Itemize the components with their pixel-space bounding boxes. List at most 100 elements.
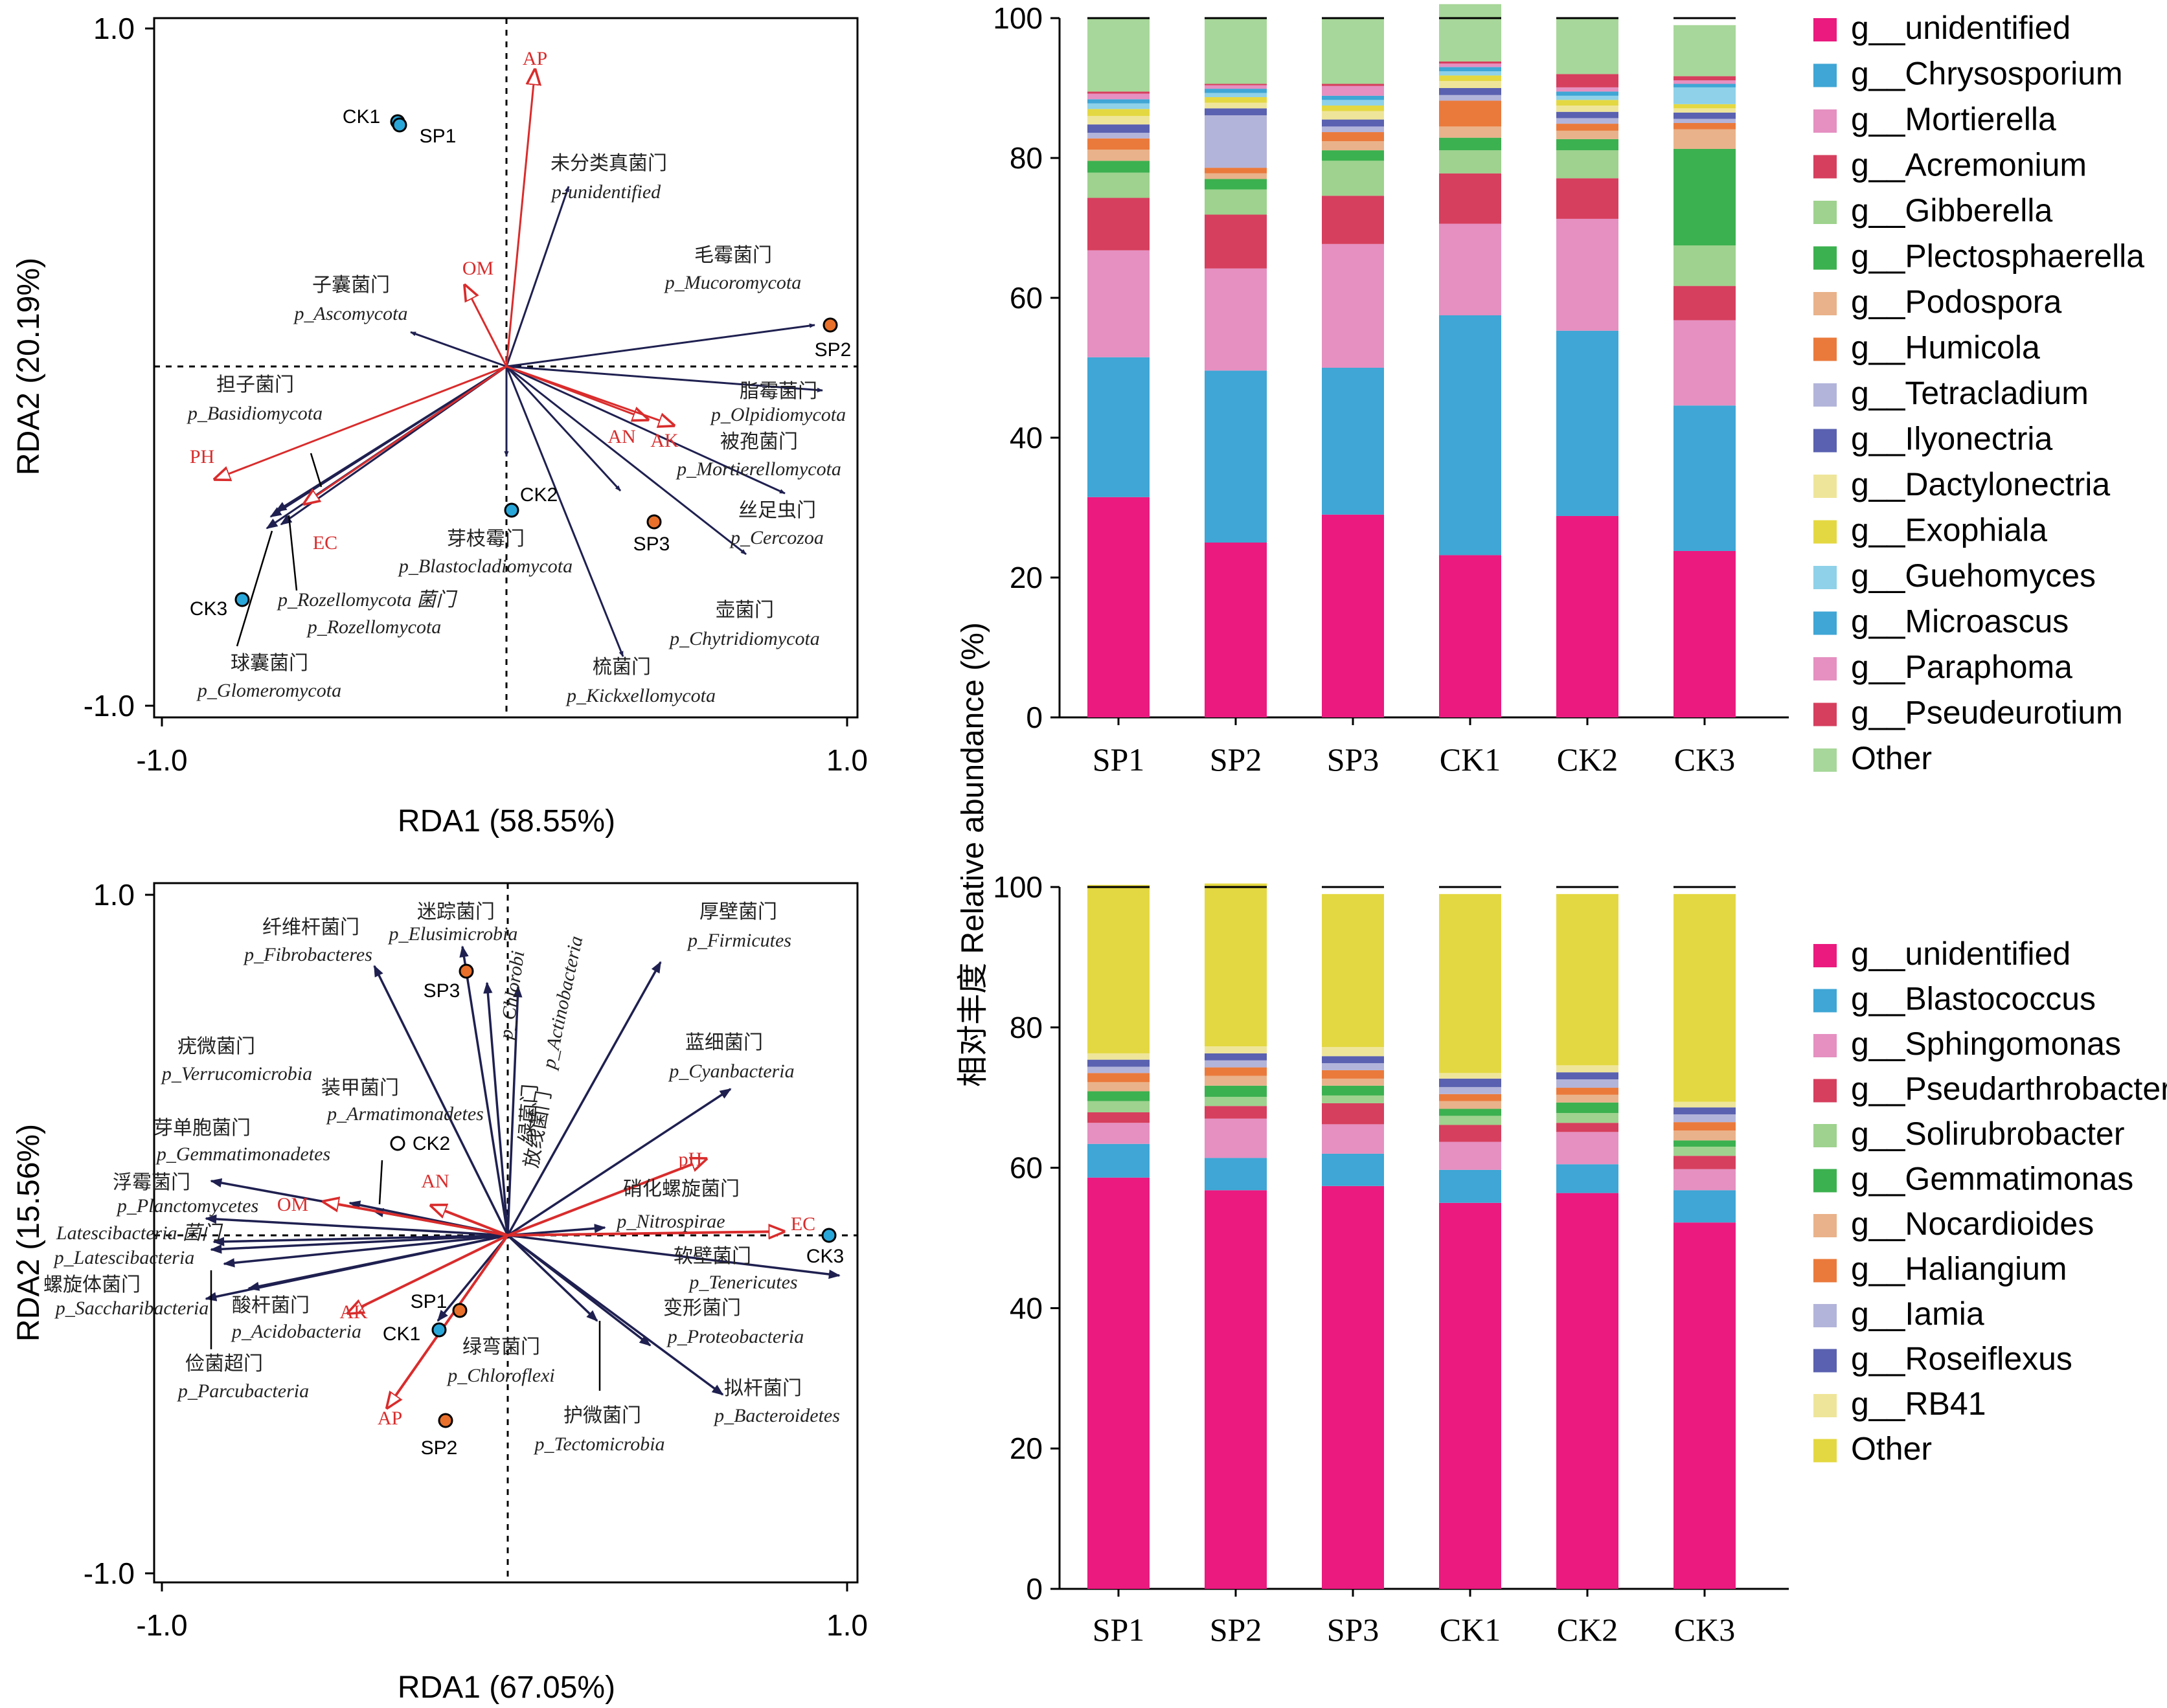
bacteria-bar-SP3-seg-1 bbox=[1322, 1153, 1384, 1186]
fungi-legend-swatch bbox=[1813, 292, 1837, 315]
rda-bacteria-label-cn-planctomycetes: 浮霉菌门 bbox=[113, 1171, 190, 1194]
bacteria-bar-SP2-seg-3 bbox=[1205, 1106, 1267, 1119]
bacteria-bar-SP3-seg-11 bbox=[1322, 893, 1384, 1048]
rda-fungi-xlabel: RDA1 (58.55%) bbox=[398, 804, 615, 838]
fungi-bar-CK1-seg-7 bbox=[1439, 100, 1501, 127]
rda-fungi-label-lat-basidiomycota: p_Basidiomycota bbox=[187, 403, 323, 424]
fungi-legend-swatch bbox=[1813, 702, 1837, 726]
fungi-bar-CK3-seg-10 bbox=[1673, 108, 1736, 113]
bacteria-xtick-label-SP3: SP3 bbox=[1327, 1612, 1379, 1648]
rda-bacteria-xtick-left: -1.0 bbox=[136, 1608, 187, 1642]
rda-fungi-arrow-ascomycota bbox=[410, 331, 507, 368]
fungi-legend-label: g__Ilyonectria bbox=[1851, 421, 2052, 457]
rda-fungi-env-AK bbox=[506, 365, 674, 425]
fungi-bar-SP3-seg-3 bbox=[1322, 196, 1384, 244]
fungi-legend-label: g__Chrysosporium bbox=[1851, 56, 2123, 92]
rda-bacteria-env-label-OM: OM bbox=[277, 1194, 308, 1215]
rda-fungi-xtick-left: -1.0 bbox=[136, 743, 187, 777]
rda-fungi-site-SP2 bbox=[823, 317, 838, 333]
rda-bacteria-label-lat-chlorobi: p_Chlorobi bbox=[495, 949, 528, 1041]
bacteria-legend-swatch bbox=[1813, 1169, 1837, 1193]
fungi-bar-CK2-seg-14 bbox=[1556, 87, 1618, 92]
bacteria-bar-SP2-seg-6 bbox=[1205, 1075, 1267, 1086]
bacteria-bar-CK1-seg-10 bbox=[1439, 1073, 1501, 1079]
rda-bacteria-label-cn-firmicutes: 厚壁菌门 bbox=[699, 901, 777, 923]
fungi-bar-SP3-seg-4 bbox=[1322, 161, 1384, 196]
fungi-bar-CK1-seg-5 bbox=[1439, 137, 1501, 151]
fungi-bar-CK1-seg-2 bbox=[1439, 223, 1501, 315]
rda-bacteria-env-OM bbox=[324, 1202, 508, 1237]
fungi-bar-CK2-seg-6 bbox=[1556, 130, 1618, 139]
rda-bacteria-arrow-bacteroidetes bbox=[506, 1234, 724, 1396]
fungi-bar-SP1-seg-0 bbox=[1087, 497, 1150, 717]
fungi-bar-SP3-seg-11 bbox=[1322, 106, 1384, 111]
bacteria-xtick-label-CK1: CK1 bbox=[1440, 1612, 1501, 1648]
rda-fungi-env-AP bbox=[505, 70, 535, 367]
rda-fungi-label-lat-olpidiomycota: p_Olpidiomycota bbox=[710, 404, 846, 425]
rda-bacteria-arrow-elusimicrobia bbox=[459, 945, 509, 1236]
bacteria-legend-swatch bbox=[1813, 1259, 1837, 1283]
bacteria-bar-SP1-seg-1 bbox=[1087, 1143, 1150, 1178]
bacteria-bar-SP1-seg-2 bbox=[1087, 1123, 1150, 1144]
bacteria-xtick-label-SP1: SP1 bbox=[1093, 1612, 1145, 1648]
bacteria-bar-SP2-seg-1 bbox=[1205, 1158, 1267, 1191]
rda-fungi-site-label-SP3: SP3 bbox=[633, 534, 670, 555]
rda-fungi-label-cn-kickxellomycota: 梳菌门 bbox=[593, 656, 651, 679]
fungi-bar-CK1-seg-15 bbox=[1439, 61, 1501, 64]
fungi-legend-swatch bbox=[1813, 63, 1837, 87]
bacteria-bar-SP3-seg-10 bbox=[1322, 1047, 1384, 1057]
rda-fungi-arrow-cercozoa bbox=[506, 365, 747, 556]
fungi-bar-CK3-seg-4 bbox=[1673, 245, 1736, 286]
fungi-legend-label: g__Tetracladium bbox=[1851, 375, 2089, 411]
rda-bacteria-site-label-CK3: CK3 bbox=[806, 1246, 844, 1267]
fungi-ytick-label: 0 bbox=[1026, 701, 1043, 734]
fungi-bar-SP1-seg-6 bbox=[1087, 150, 1150, 161]
rda-bacteria-label-lat-planctomycetes: p_Planctomycetes bbox=[116, 1195, 258, 1217]
rda-fungi-label-cn-unidentified: 未分类真菌门 bbox=[550, 152, 667, 175]
fungi-bar-SP3-seg-2 bbox=[1322, 243, 1384, 368]
bacteria-legend-swatch bbox=[1813, 1079, 1837, 1103]
rda-bacteria-label-cn-elusimicrobia: 迷踪菌门 bbox=[417, 901, 495, 923]
bacteria-bar-SP2-seg-7 bbox=[1205, 1067, 1267, 1076]
bacteria-bar-SP2-seg-0 bbox=[1205, 1190, 1267, 1589]
fungi-bar-CK3-seg-11 bbox=[1673, 104, 1736, 109]
bacteria-bar-CK3-seg-4 bbox=[1673, 1147, 1736, 1156]
rda-fungi-label-lat-mortierellomycota: p_Mortierellomycota bbox=[675, 458, 841, 480]
fungi-legend-label: g__Acremonium bbox=[1851, 147, 2087, 183]
rda-bacteria-label-cn-nitrospirae: 硝化螺旋菌门 bbox=[623, 1178, 740, 1200]
fungi-xtick-label-SP2: SP2 bbox=[1210, 741, 1262, 778]
rda-fungi-label-lat-blastocladiomycota: p_Blastocladiomycota bbox=[398, 556, 573, 577]
rda-bacteria-site-label-SP1: SP1 bbox=[411, 1291, 448, 1312]
bacteria-bar-CK2-seg-10 bbox=[1556, 1065, 1618, 1073]
rda-bacteria-env-label-pH: pH bbox=[679, 1149, 703, 1170]
bacteria-bar-CK2-seg-8 bbox=[1556, 1079, 1618, 1088]
fungi-bar-CK3-seg-3 bbox=[1673, 286, 1736, 320]
bacteria-bar-CK1-seg-6 bbox=[1439, 1101, 1501, 1109]
fungi-bar-CK2-seg-13 bbox=[1556, 91, 1618, 96]
bacteria-bar-CK3-seg-0 bbox=[1673, 1222, 1736, 1589]
fungi-bar-CK2-seg-12 bbox=[1556, 95, 1618, 100]
fungi-bar-CK2-seg-1 bbox=[1556, 330, 1618, 516]
fungi-legend-swatch bbox=[1813, 201, 1837, 224]
rda-fungi-label-cn-chytridiomycota: 壶菌门 bbox=[716, 599, 774, 622]
rda-bacteria-label-latescibacteria-cn: Latescibacteria 菌门 bbox=[56, 1222, 223, 1244]
fungi-bar-CK1-seg-12 bbox=[1439, 71, 1501, 76]
rda-bacteria-label-lat-firmicutes: p_Firmicutes bbox=[686, 930, 791, 951]
fungi-bar-CK1-seg-4 bbox=[1439, 150, 1501, 174]
bacteria-bar-CK2-seg-7 bbox=[1556, 1088, 1618, 1095]
fungi-legend-swatch bbox=[1813, 520, 1837, 544]
rda-fungi-site-SP1 bbox=[392, 117, 407, 133]
rda-bacteria-arrow-firmicutes bbox=[506, 961, 662, 1236]
bacteria-bar-SP2-seg-8 bbox=[1205, 1060, 1267, 1068]
bacteria-bar-SP1-seg-6 bbox=[1087, 1082, 1150, 1092]
bacteria-bar-CK1-seg-9 bbox=[1439, 1078, 1501, 1087]
fungi-legend-label: g__Microascus bbox=[1851, 603, 2069, 640]
fungi-bar-SP1-seg-8 bbox=[1087, 133, 1150, 139]
bacteria-legend-swatch bbox=[1813, 1349, 1837, 1373]
fungi-legend-label: g__Gibberella bbox=[1851, 192, 2053, 229]
rda-bacteria-label-cn-chloroflexi: 绿弯菌门 bbox=[462, 1336, 540, 1358]
rda-fungi-site-SP3 bbox=[646, 514, 662, 530]
rda-bacteria-arrow-saccharibacteria bbox=[223, 1234, 508, 1268]
bacteria-bar-CK1-seg-5 bbox=[1439, 1108, 1501, 1116]
bacteria-bar-SP3-seg-7 bbox=[1322, 1070, 1384, 1079]
